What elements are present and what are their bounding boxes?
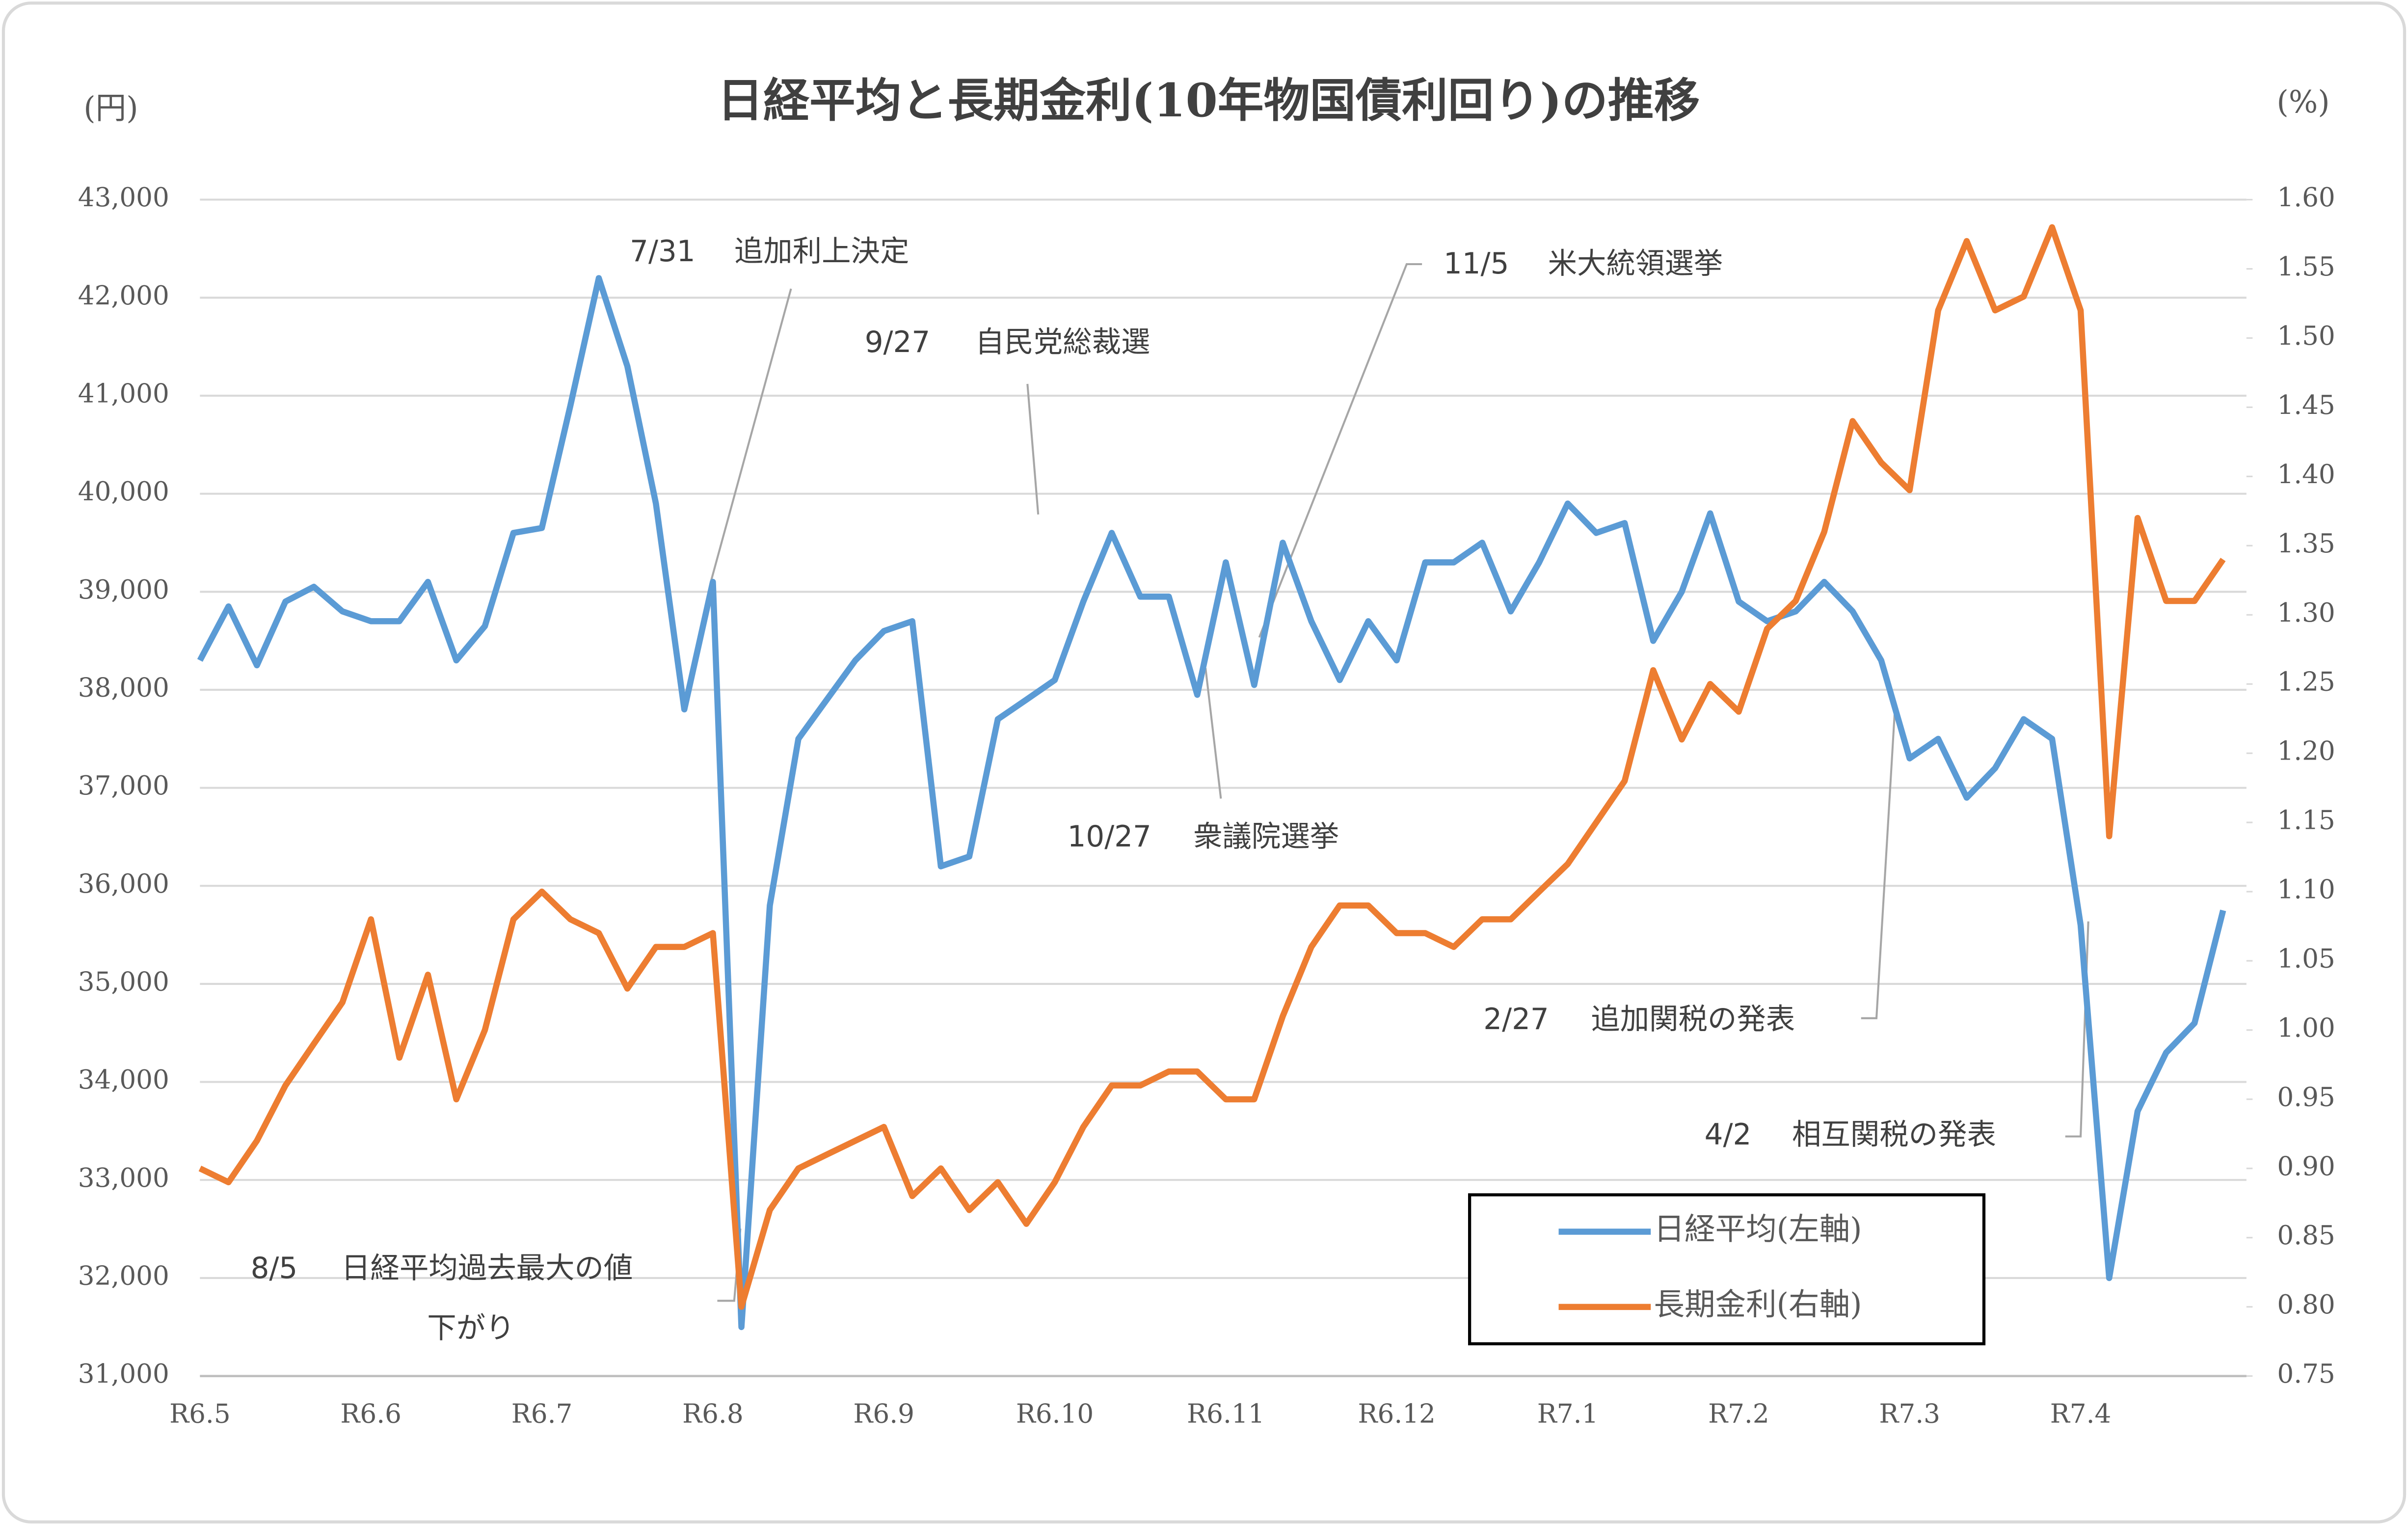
y2-tick-label: 1.45 <box>2277 390 2335 420</box>
leader-line <box>1861 709 1896 1019</box>
y2-tick-label: 1.30 <box>2277 598 2335 628</box>
annotation-date: 2/27 <box>1483 1003 1549 1036</box>
chart-title: 日経平均と長期金利(10年物国債利回り)の推移 <box>717 74 1700 128</box>
legend-label: 長期金利(右軸) <box>1654 1286 1862 1322</box>
annotation-label: 日経平均過去最大の値 <box>341 1252 633 1285</box>
annotation-label: 相互関税の発表 <box>1792 1118 1996 1152</box>
y-tick-label: 40,000 <box>78 476 169 507</box>
y-tick-label: 37,000 <box>78 770 169 801</box>
x-tick-label: R6.7 <box>511 1398 573 1429</box>
y2-tick-label: 1.20 <box>2277 736 2335 766</box>
annotation-date: 8/5 <box>251 1252 298 1285</box>
series-line <box>198 224 2226 1310</box>
x-tick-label: R6.8 <box>682 1398 744 1429</box>
series-line <box>197 275 2226 1331</box>
y2-tick-label: 1.10 <box>2277 874 2335 905</box>
x-tick-label: R6.6 <box>340 1398 401 1429</box>
y2-tick-label: 0.95 <box>2277 1082 2335 1112</box>
x-tick-label: R7.1 <box>1537 1398 1599 1429</box>
y-tick-label: 36,000 <box>78 869 169 899</box>
legend-box <box>1468 1193 1986 1346</box>
annotation-date: 7/31 <box>630 235 695 269</box>
y-tick-label: 41,000 <box>78 378 169 408</box>
y2-tick-label: 1.60 <box>2277 182 2335 213</box>
y2-tick-label: 1.05 <box>2277 943 2335 974</box>
x-tick-label: R7.2 <box>1708 1398 1769 1429</box>
y2-tick-label: 0.80 <box>2277 1289 2335 1320</box>
annotation-label: 衆議院選挙 <box>1193 820 1339 854</box>
x-tick-label: R6.11 <box>1187 1398 1264 1429</box>
y-tick-label: 42,000 <box>78 280 169 311</box>
leader-line <box>1026 383 1040 515</box>
y2-tick-label: 1.25 <box>2277 667 2335 697</box>
annotation-label: 追加関税の発表 <box>1591 1003 1795 1036</box>
y2-tick-label: 1.00 <box>2277 1012 2335 1043</box>
y2-axis-label: (%) <box>2276 84 2329 120</box>
x-tick-label: R6.9 <box>853 1398 914 1429</box>
x-tick-label: R6.10 <box>1016 1398 1094 1429</box>
leader-line <box>1258 263 1422 638</box>
y2-tick-label: 1.55 <box>2277 251 2335 282</box>
x-tick-label: R6.5 <box>169 1398 231 1429</box>
leader-line <box>710 288 792 581</box>
y-tick-label: 38,000 <box>78 672 169 703</box>
annotation-date: 9/27 <box>865 326 930 359</box>
grid <box>200 198 2253 1377</box>
annotation-date: 11/5 <box>1444 247 1509 281</box>
y-tick-label: 39,000 <box>78 574 169 605</box>
y-tick-label: 43,000 <box>78 182 169 213</box>
y-tick-label: 32,000 <box>78 1260 169 1291</box>
y2-tick-label: 1.35 <box>2277 528 2335 559</box>
x-tick-label: R6.12 <box>1358 1398 1435 1429</box>
legend-label: 日経平均(左軸) <box>1654 1211 1862 1247</box>
annotation-date: 10/27 <box>1068 820 1151 854</box>
annotation-label: 追加利上決定 <box>734 235 910 269</box>
y2-tick-label: 1.50 <box>2277 321 2335 351</box>
annotation-date: 4/2 <box>1705 1118 1752 1152</box>
annotation-label: 自民党総裁選 <box>975 326 1150 359</box>
y-tick-label: 31,000 <box>78 1359 169 1389</box>
y2-tick-label: 0.75 <box>2277 1359 2335 1389</box>
y-tick-label: 34,000 <box>78 1064 169 1095</box>
y2-tick-label: 0.90 <box>2277 1151 2335 1181</box>
y-tick-label: 33,000 <box>78 1163 169 1193</box>
y-axis-label: (円) <box>83 90 138 126</box>
x-tick-label: R7.4 <box>2050 1398 2112 1429</box>
leader-line <box>1204 668 1222 799</box>
y2-tick-label: 0.85 <box>2277 1220 2335 1251</box>
y-tick-label: 35,000 <box>78 966 169 997</box>
y2-tick-label: 1.40 <box>2277 459 2335 490</box>
annotation-label: 米大統領選挙 <box>1548 247 1723 281</box>
x-tick-label: R7.3 <box>1879 1398 1940 1429</box>
y2-tick-label: 1.15 <box>2277 805 2335 836</box>
annotation-label: 下がり <box>427 1311 514 1345</box>
